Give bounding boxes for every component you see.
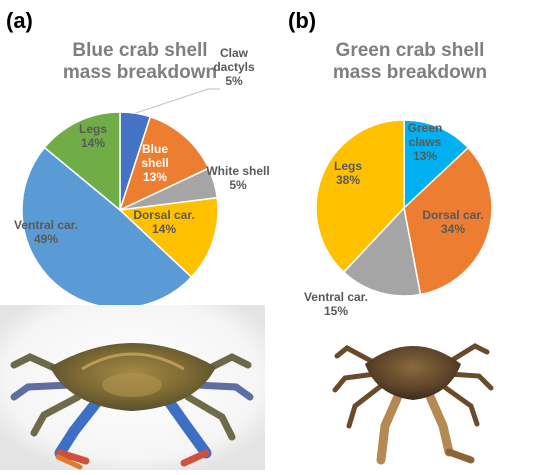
- slice-label-white-shell: White shell 5%: [206, 164, 269, 192]
- green-crab-photo: [332, 343, 494, 465]
- slice-name: Dorsal car.: [422, 208, 483, 222]
- pie-slice-dorsal-car: [403, 146, 493, 296]
- chart-title-green-crab: Green crab shell mass breakdown: [310, 40, 510, 84]
- slice-name: Claw: [220, 46, 249, 60]
- slice-percent: 49%: [34, 232, 58, 246]
- slice-percent: 5%: [225, 74, 243, 88]
- slice-percent: 5%: [229, 178, 247, 192]
- slice-name: Dorsal car.: [133, 208, 194, 222]
- slice-percent: 14%: [152, 222, 176, 236]
- chart-title-line1: Green crab shell: [335, 40, 485, 61]
- slice-name: Legs: [79, 122, 107, 136]
- slice-percent: 13%: [413, 149, 437, 163]
- slice-name: claws: [409, 135, 442, 149]
- slice-label-dorsal-car: Dorsal car. 34%: [422, 208, 483, 236]
- slice-label-green-claws: Green claws 13%: [408, 121, 443, 163]
- pie-labels-blue-crab: Claw dactyls 5%Blue shell 13% White shell 5%Do…: [14, 46, 270, 246]
- slice-percent: 34%: [441, 222, 465, 236]
- slice-percent: 13%: [143, 170, 167, 184]
- chart-title-line2: mass breakdown: [332, 62, 488, 83]
- chart-title-blue-crab: Blue crab shell mass breakdown: [40, 40, 240, 84]
- panel-label-a: (a): [6, 8, 33, 33]
- slice-name: Ventral car.: [14, 218, 78, 232]
- pie-slice-ventral-car: [21, 146, 193, 309]
- pie-slice-dorsal-car: [118, 196, 219, 279]
- pie-slice-ventral-car: [342, 206, 422, 297]
- slice-label-ventral-car: Ventral car. 49%: [14, 218, 78, 246]
- chart-title-line1: Blue crab shell: [72, 40, 208, 61]
- slice-percent: 15%: [324, 304, 348, 318]
- slice-percent: 38%: [336, 173, 360, 187]
- slice-percent: 14%: [81, 136, 105, 150]
- slice-label-dorsal-car: Dorsal car. 14%: [133, 208, 194, 236]
- slice-label-legs: Legs 38%: [334, 159, 362, 187]
- leader-line: [135, 88, 220, 114]
- slice-name: Ventral car.: [304, 290, 368, 304]
- pie-slice-green-claws: [403, 119, 470, 210]
- slice-name: Blue: [142, 142, 168, 156]
- slice-name: dactyls: [213, 60, 255, 74]
- slice-label-blue-shell: Blue shell 13%: [141, 142, 168, 184]
- pie-slice-blue-shell: [118, 115, 210, 212]
- slice-name: Green: [408, 121, 443, 135]
- pie-slice-legs: [315, 119, 405, 274]
- pie-chart-blue-crab: [21, 111, 219, 309]
- panel-label-b: (b): [288, 8, 317, 33]
- slice-name: White shell: [206, 164, 269, 178]
- slice-label-ventral-car: Ventral car. 15%: [304, 290, 368, 318]
- chart-title-line2: mass breakdown: [62, 62, 218, 83]
- slice-name: Legs: [334, 159, 362, 173]
- pie-labels-green-crab: Green claws 13%Dorsal car. 34%Ventral car. 1…: [304, 121, 484, 318]
- pie-slice-legs: [43, 111, 121, 212]
- blue-crab-photo: [0, 305, 265, 470]
- slice-label-legs: Legs 14%: [79, 122, 107, 150]
- slice-name: shell: [141, 156, 168, 170]
- slice-label-claw-dactyls: Claw dactyls 5%: [213, 46, 255, 88]
- pie-chart-green-crab: [315, 119, 493, 297]
